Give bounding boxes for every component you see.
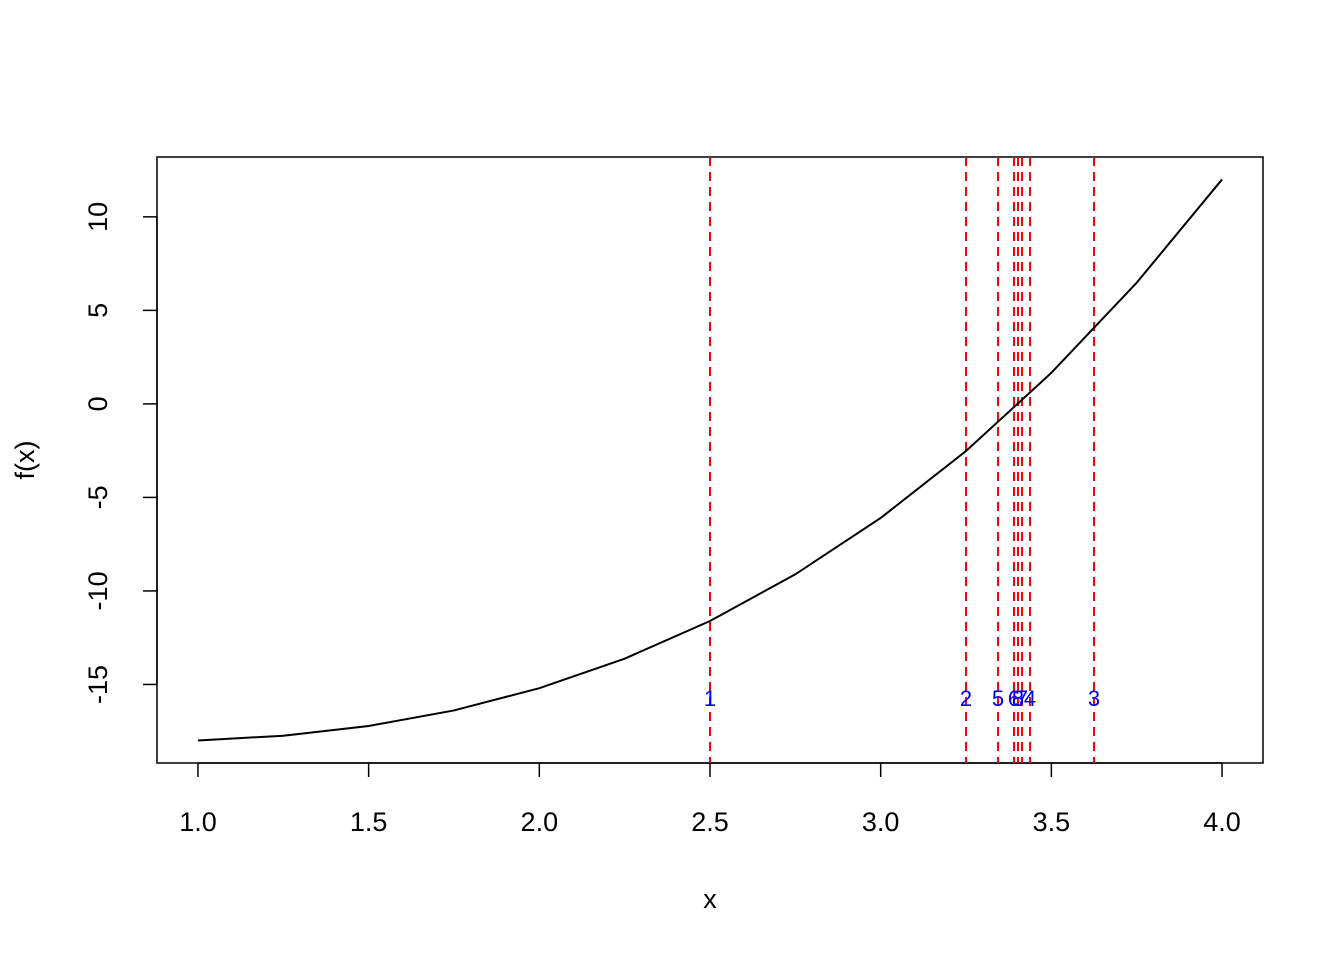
iteration-label: 5 — [992, 686, 1004, 711]
iteration-label: 4 — [1024, 686, 1036, 711]
x-tick-label: 1.0 — [179, 807, 217, 837]
y-tick-label: 0 — [83, 396, 113, 411]
iteration-label: 8 — [1012, 686, 1024, 711]
y-tick-label: -5 — [83, 485, 113, 509]
y-tick-label: 5 — [83, 303, 113, 318]
x-tick-label: 2.5 — [691, 807, 729, 837]
iteration-label: 2 — [960, 686, 972, 711]
x-tick-label: 2.0 — [521, 807, 559, 837]
x-tick-label: 4.0 — [1203, 807, 1241, 837]
y-axis-label: f(x) — [10, 441, 40, 480]
y-tick-label: 10 — [83, 202, 113, 232]
x-tick-label: 1.5 — [350, 807, 388, 837]
x-tick-label: 3.5 — [1033, 807, 1071, 837]
iteration-label: 1 — [704, 686, 716, 711]
x-axis-label: x — [703, 884, 717, 914]
curve — [197, 178, 1223, 742]
y-tick-label: -10 — [83, 571, 113, 610]
y-tick-label: -15 — [83, 665, 113, 704]
x-tick-label: 3.0 — [862, 807, 900, 837]
iteration-label: 3 — [1088, 686, 1100, 711]
